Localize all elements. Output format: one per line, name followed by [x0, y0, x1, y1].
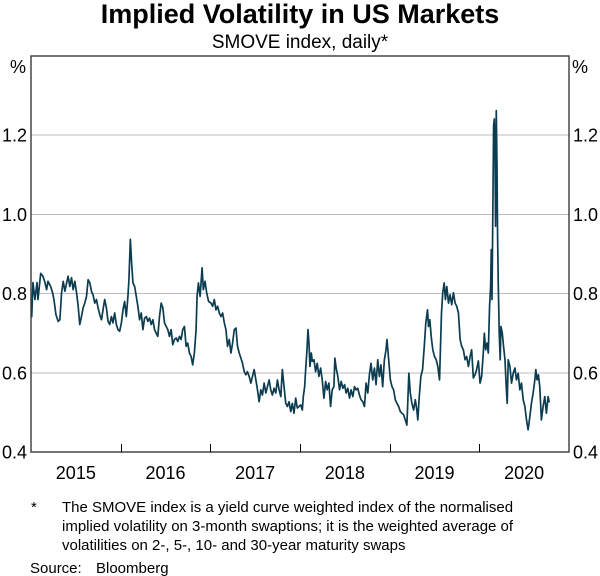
y-axis-labels: 0.4 0.4 0.6 0.6 0.8 0.8 1.0 1.0 1.2 1.2: [2, 126, 598, 463]
y-tick-label-left: 0.4: [2, 443, 27, 463]
y-tick-label-right: 0.4: [573, 443, 598, 463]
source-label: Source:: [30, 560, 82, 576]
y-tick-label-right: 0.8: [573, 284, 598, 304]
footnote: * The SMOVE index is a yield curve weigh…: [31, 499, 514, 554]
source-value: Bloomberg: [96, 560, 169, 576]
x-tick-label: 2020: [504, 463, 544, 483]
y-tick-label-right: 0.6: [573, 363, 598, 383]
y-tick-label-right: 1.0: [573, 205, 598, 225]
y-axis-unit-right: %: [572, 57, 588, 77]
chart-title: Implied Volatility in US Markets: [101, 0, 500, 29]
x-tick-label: 2017: [235, 463, 275, 483]
x-axis-ticks: [121, 444, 480, 452]
footnote-marker: *: [31, 499, 37, 516]
y-tick-label-right: 1.2: [573, 126, 598, 146]
x-tick-label: 2015: [56, 463, 96, 483]
source-note: Source: Bloomberg: [30, 560, 169, 576]
footnote-line: implied volatility on 3-month swaptions;…: [62, 518, 514, 535]
chart-subtitle: SMOVE index, daily*: [212, 32, 389, 53]
y-tick-label-left: 0.6: [2, 363, 27, 383]
y-tick-label-left: 1.0: [2, 205, 27, 225]
x-tick-label: 2018: [325, 463, 365, 483]
x-tick-label: 2016: [145, 463, 185, 483]
footnote-line: The SMOVE index is a yield curve weighte…: [62, 499, 513, 516]
y-tick-label-left: 0.8: [2, 284, 27, 304]
x-tick-label: 2019: [414, 463, 454, 483]
y-tick-label-left: 1.2: [2, 126, 27, 146]
footnote-line: volatilities on 2-, 5-, 10- and 30-year …: [62, 537, 405, 554]
series-layer: [30, 109, 550, 431]
y-axis-unit-left: %: [10, 57, 26, 77]
x-axis-labels: 2015 2016 2017 2018 2019 2020: [56, 463, 544, 483]
series-line-smove-index: [30, 109, 550, 431]
